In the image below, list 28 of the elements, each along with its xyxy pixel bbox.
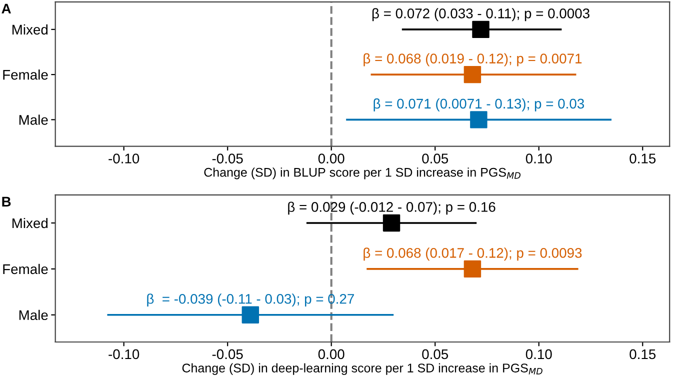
x-tick-label: -0.10 — [108, 349, 140, 360]
y-tick-label: Mixed — [12, 24, 48, 35]
annotation: β = 0.071 (0.0071 - 0.13); p = 0.03 — [374, 98, 584, 112]
annotation: β = -0.039 (-0.11 - 0.03); p = 0.27 — [147, 294, 354, 307]
chart-title: B — [2, 196, 11, 206]
x-tick-label: -0.05 — [212, 349, 243, 360]
annotation: β = 0.072 (0.033 - 0.11); p = 0.0003 — [372, 8, 590, 22]
annotation: β = 0.068 (0.017 - 0.12); p = 0.0093 — [364, 248, 582, 261]
x-axis-title: Change (SD) in BLUP score per 1 SD increase in PGS$_{MD}$ — [204, 168, 520, 180]
x-tick-label: 0.15 — [630, 349, 656, 360]
x-tick-label: 0.00 — [318, 154, 344, 164]
x-tick-label: -0.10 — [108, 154, 140, 164]
y-tick-label: Mixed — [12, 218, 48, 228]
x-tick-label: -0.05 — [212, 154, 243, 164]
x-axis-title: Change (SD) in deep-learning score per 1 SD increase in PGS$_{MD}$ — [182, 363, 542, 375]
x-tick-label: 0.10 — [526, 154, 552, 164]
x-tick-label: 0.05 — [422, 154, 448, 164]
x-tick-label: 0.10 — [526, 349, 552, 360]
annotation: β = 0.029 (-0.012 - 0.07); p = 0.16 — [288, 202, 496, 215]
chart-title: A — [2, 4, 11, 14]
annotation: β = 0.068 (0.019 - 0.12); p = 0.0071 — [364, 53, 582, 66]
y-tick-label: Female — [3, 264, 48, 274]
x-tick-label: 0.00 — [318, 349, 344, 360]
y-tick-label: Female — [3, 70, 48, 80]
y-tick-label: Male — [19, 310, 48, 320]
x-tick-label: 0.15 — [630, 154, 656, 164]
x-tick-label: 0.05 — [422, 349, 448, 360]
y-tick-label: Male — [19, 114, 48, 125]
